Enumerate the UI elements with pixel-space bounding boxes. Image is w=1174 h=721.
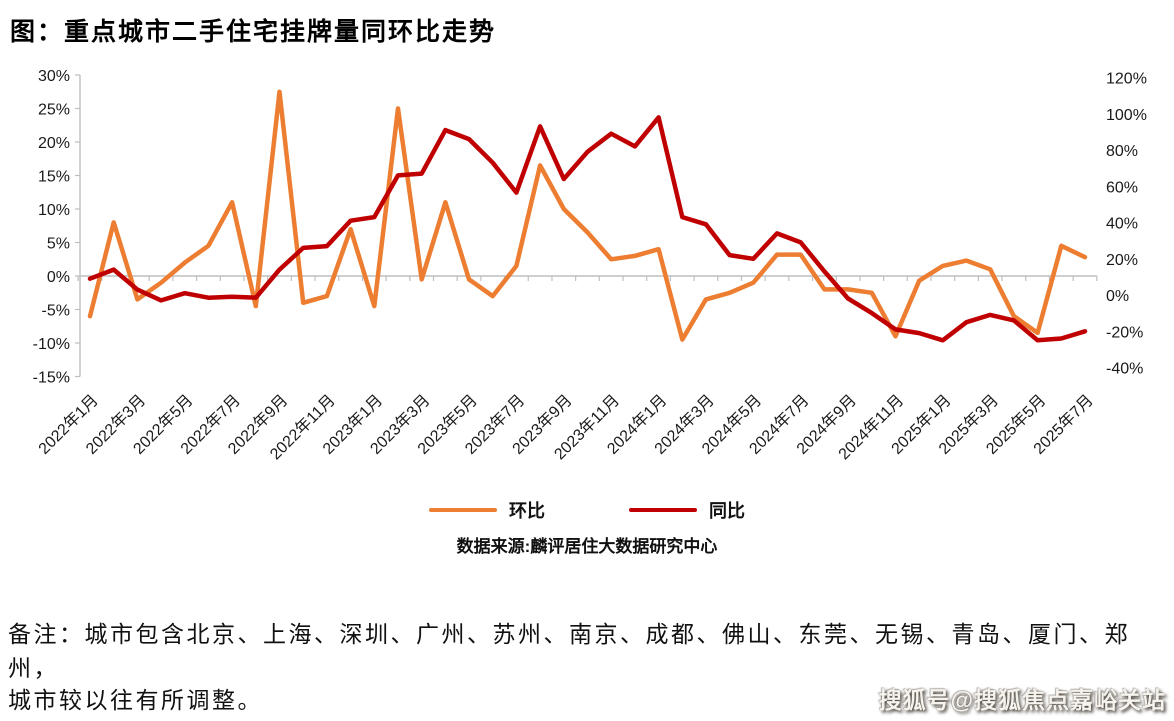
svg-text:-20%: -20%: [1106, 324, 1143, 341]
svg-text:0%: 0%: [47, 269, 70, 286]
svg-text:60%: 60%: [1106, 179, 1138, 196]
legend-item-yoy: 同比: [629, 497, 745, 523]
svg-text:120%: 120%: [1106, 71, 1147, 88]
yoy-line-swatch-icon: [629, 508, 697, 512]
svg-text:-40%: -40%: [1106, 361, 1143, 378]
svg-text:5%: 5%: [47, 236, 70, 253]
chart-legend: 环比 同比: [0, 497, 1174, 523]
watermark: 搜狐号@搜狐焦点嘉峪关站: [878, 687, 1166, 713]
svg-text:100%: 100%: [1106, 107, 1147, 124]
chart-title: 图：重点城市二手住宅挂牌量同环比走势: [10, 18, 497, 46]
svg-text:30%: 30%: [38, 68, 70, 85]
legend-label-mom: 环比: [509, 501, 545, 521]
svg-text:20%: 20%: [1106, 252, 1138, 269]
footnote-line-1: 备注：城市包含北京、上海、深圳、广州、苏州、南京、成都、佛山、东莞、无锡、青岛、…: [8, 622, 1130, 681]
svg-text:80%: 80%: [1106, 143, 1138, 160]
svg-text:-5%: -5%: [42, 303, 70, 320]
svg-text:10%: 10%: [38, 202, 70, 219]
svg-text:-10%: -10%: [33, 336, 70, 353]
data-source-note: 数据来源:麟评居住大数据研究中心: [456, 537, 718, 556]
line-chart: 30% 25% 20% 15% 10% 5% 0% -5% -10% -15% 120% 100% 80…: [33, 68, 1147, 463]
legend-item-mom: 环比: [429, 497, 545, 523]
legend-label-yoy: 同比: [709, 501, 745, 521]
svg-text:15%: 15%: [38, 169, 70, 186]
footnote-line-2: 城市较以往有所调整。: [8, 688, 263, 713]
svg-text:25%: 25%: [38, 102, 70, 119]
svg-text:20%: 20%: [38, 135, 70, 152]
svg-text:-15%: -15%: [33, 370, 70, 387]
svg-text:40%: 40%: [1106, 216, 1138, 233]
mom-line-swatch-icon: [429, 508, 497, 512]
svg-text:0%: 0%: [1106, 288, 1129, 305]
